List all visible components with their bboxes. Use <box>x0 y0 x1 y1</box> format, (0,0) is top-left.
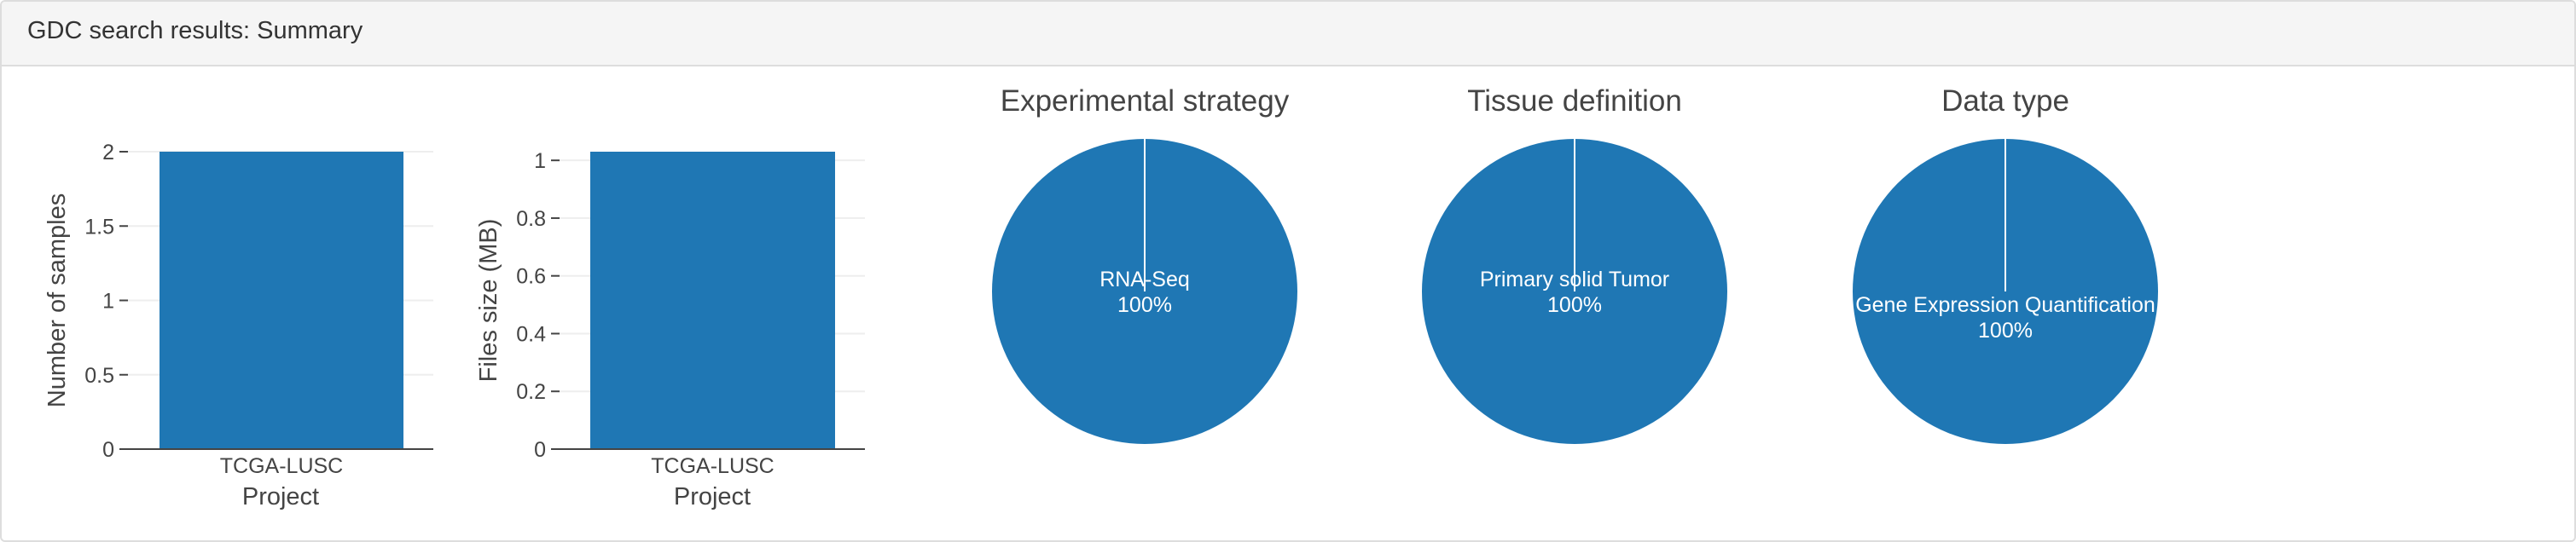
y-tick-label: 0 <box>102 438 114 462</box>
y-tick-label: 1 <box>102 290 114 314</box>
y-tick-label: 2 <box>102 141 114 164</box>
panel-title: GDC search results: Summary <box>27 17 363 44</box>
pie-slice-label: RNA-Seq <box>1099 268 1190 291</box>
bar-tcga-lusc <box>590 152 835 449</box>
pie-title: Experimental strategy <box>1001 84 1290 118</box>
pie-title: Tissue definition <box>1467 84 1682 118</box>
pie-slice-label: Gene Expression Quantification <box>1855 293 2155 317</box>
y-tick-label: 1.5 <box>84 215 114 239</box>
x-tick-label: TCGA-LUSC <box>651 454 774 478</box>
y-tick-label: 0.5 <box>84 364 114 388</box>
x-axis-title: Project <box>242 483 319 510</box>
pie-slice-percent: 100% <box>1547 293 1602 317</box>
bar-tcga-lusc <box>160 152 403 449</box>
y-tick-label: 0.6 <box>516 265 546 289</box>
y-tick-label: 0 <box>534 438 546 462</box>
pie-slice-percent: 100% <box>1117 293 1172 317</box>
x-tick-label: TCGA-LUSC <box>220 454 343 478</box>
pie-slice-label: Primary solid Tumor <box>1480 268 1669 291</box>
y-tick-label: 0.8 <box>516 207 546 231</box>
y-tick-label: 0.4 <box>516 322 546 346</box>
y-tick-label: 0.2 <box>516 380 546 404</box>
y-tick-label: 1 <box>534 149 546 173</box>
y-axis-title: Number of samples <box>44 193 71 407</box>
pie-slice-percent: 100% <box>1978 319 2033 343</box>
x-axis-title: Project <box>674 483 751 510</box>
panel-heading: GDC search results: Summary <box>2 2 2574 66</box>
y-axis-title: Files size (MB) <box>475 219 502 383</box>
pie-title: Data type <box>1941 84 2069 118</box>
